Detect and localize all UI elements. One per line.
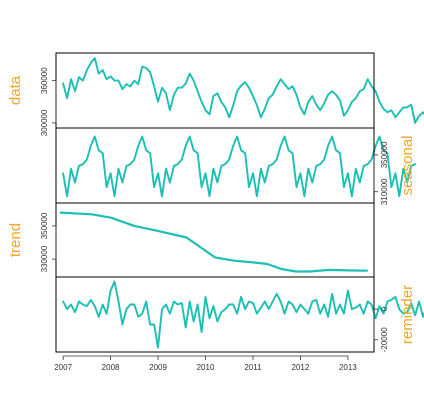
reminder-y-tick-label: 0 — [380, 306, 389, 311]
x-tick-label: 2007 — [54, 363, 72, 372]
seasonal-y-tick-label: 350000 — [380, 141, 389, 168]
data-panel-frame — [55, 52, 375, 129]
panel-trend: 330000 350000 trend — [7, 202, 375, 278]
seasonal-y-tick-label: 310000 — [380, 178, 389, 205]
trend-series-line — [59, 211, 368, 273]
trend-panel-frame — [55, 202, 375, 278]
panel-reminder: -20000 0 reminder — [55, 276, 424, 353]
panels: 300000 360000 data 310000 350000 seasonal 3300… — [7, 52, 424, 353]
trend-y-tick-label: 330000 — [40, 245, 49, 272]
data-series-line — [62, 57, 424, 124]
seasonal-series-line — [62, 135, 417, 198]
x-tick-label: 2013 — [339, 363, 357, 372]
data-y-tick-label: 300000 — [40, 109, 49, 136]
trend-panel-label: trend — [7, 223, 24, 257]
x-tick-label: 2009 — [149, 363, 167, 372]
x-axis: 2007 2008 2009 2010 2011 2012 2013 — [54, 355, 357, 372]
reminder-y-tick-label: -20000 — [380, 327, 389, 352]
seasonal-panel-label: seasonal — [399, 135, 416, 195]
reminder-panel-label: reminder — [399, 285, 416, 344]
panel-data: 300000 360000 data — [7, 52, 424, 136]
x-tick-label: 2012 — [292, 363, 310, 372]
data-panel-label: data — [7, 75, 24, 105]
panel-seasonal: 310000 350000 seasonal — [55, 127, 417, 205]
reminder-series-line — [62, 280, 424, 349]
x-tick-label: 2010 — [197, 363, 215, 372]
trend-y-tick-label: 350000 — [40, 212, 49, 239]
data-y-tick-label: 360000 — [40, 67, 49, 94]
x-tick-label: 2008 — [102, 363, 120, 372]
x-tick-label: 2011 — [244, 363, 262, 372]
